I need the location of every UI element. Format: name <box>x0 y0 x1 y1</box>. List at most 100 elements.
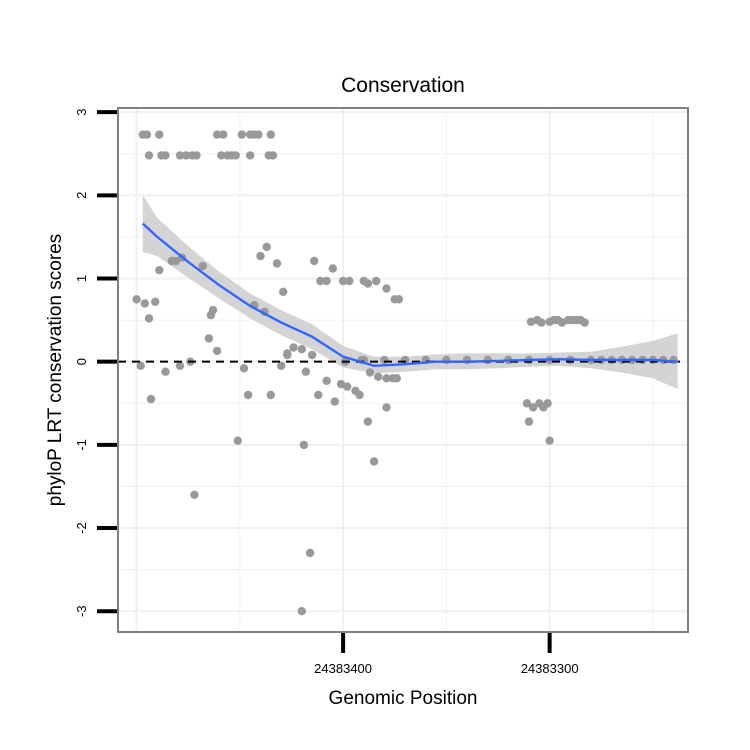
data-point <box>307 350 317 360</box>
data-point <box>206 310 216 320</box>
data-point <box>369 457 379 466</box>
data-point <box>272 259 282 268</box>
confidence-ribbon <box>142 195 678 390</box>
y-axis-label: phyloP LRT conservation scores <box>45 234 66 507</box>
data-point <box>365 368 375 377</box>
data-point <box>237 130 247 139</box>
data-point <box>522 399 532 408</box>
data-point <box>301 367 311 376</box>
data-point <box>161 367 170 376</box>
points-layer <box>132 130 678 616</box>
data-point <box>155 130 164 139</box>
data-point <box>322 276 331 286</box>
data-point <box>363 279 373 288</box>
data-point <box>266 130 275 139</box>
data-point <box>212 130 222 139</box>
data-point <box>212 346 222 356</box>
data-point <box>338 276 348 286</box>
data-point <box>305 548 315 558</box>
grid-lines <box>118 108 688 632</box>
data-point <box>299 440 309 450</box>
x-tick-label: 24383400 <box>314 661 372 676</box>
data-point <box>462 355 472 365</box>
data-point <box>580 318 589 327</box>
data-point <box>322 376 331 385</box>
data-point <box>380 355 389 365</box>
data-point <box>279 287 288 296</box>
data-point <box>256 251 265 261</box>
smooth-line <box>141 222 678 368</box>
data-point <box>239 364 249 373</box>
data-point <box>442 355 451 365</box>
y-tick-label: -1 <box>74 439 89 451</box>
data-point <box>136 361 145 370</box>
data-point <box>204 334 214 343</box>
data-point <box>254 130 263 139</box>
data-point <box>528 403 538 412</box>
data-point <box>144 151 154 160</box>
data-point <box>142 130 152 139</box>
data-point <box>345 276 354 286</box>
data-point <box>161 151 170 160</box>
data-point <box>175 361 185 370</box>
x-axis: 24383400 24383300 <box>314 633 579 676</box>
data-point <box>394 295 404 304</box>
x-axis-label: Genomic Position <box>329 688 478 709</box>
data-point <box>316 276 325 286</box>
data-point <box>266 390 275 400</box>
data-point <box>217 151 226 160</box>
data-point <box>537 318 546 327</box>
data-point <box>543 399 552 408</box>
confidence-ribbon-layer <box>142 195 678 390</box>
data-point <box>310 256 319 266</box>
data-point <box>524 417 534 426</box>
y-tick-label: 3 <box>74 109 89 116</box>
data-point <box>268 151 278 160</box>
data-point <box>182 151 191 160</box>
data-point <box>243 390 253 400</box>
plot-border <box>117 107 689 633</box>
data-point <box>297 607 306 616</box>
data-point <box>198 261 207 271</box>
data-point <box>372 276 381 286</box>
data-point <box>314 390 323 400</box>
data-point <box>231 151 240 160</box>
y-tick-label: 2 <box>74 192 89 199</box>
data-point <box>374 372 383 381</box>
data-point <box>192 151 201 160</box>
data-point <box>343 382 352 391</box>
y-tick-label: 1 <box>74 275 89 282</box>
data-point <box>175 151 185 160</box>
data-point <box>392 374 401 383</box>
data-point <box>151 297 160 306</box>
data-point <box>144 314 154 323</box>
data-point <box>545 436 554 445</box>
data-point <box>246 151 255 160</box>
data-point <box>328 264 337 273</box>
data-point <box>382 284 391 293</box>
data-point <box>140 299 149 308</box>
data-point <box>233 436 242 445</box>
data-point <box>382 403 391 412</box>
data-point <box>155 266 164 275</box>
data-point <box>355 390 364 400</box>
data-point <box>382 374 391 383</box>
data-point <box>146 394 156 404</box>
data-point <box>262 242 271 252</box>
chart-title: Conservation <box>341 74 465 97</box>
data-point <box>289 343 298 352</box>
data-point <box>277 361 286 370</box>
data-point <box>669 355 678 365</box>
smooth-line-layer <box>141 222 678 368</box>
y-tick-label: -3 <box>74 605 89 617</box>
y-tick-label: -2 <box>74 522 89 534</box>
x-tick-label: 24383300 <box>521 661 579 676</box>
data-point <box>283 349 292 358</box>
data-point <box>132 295 141 304</box>
data-point <box>219 130 228 139</box>
data-point <box>190 490 199 499</box>
data-point <box>363 417 373 426</box>
y-axis: 3 2 1 0 -1 -2 -3 <box>74 109 117 617</box>
data-point <box>330 397 339 406</box>
